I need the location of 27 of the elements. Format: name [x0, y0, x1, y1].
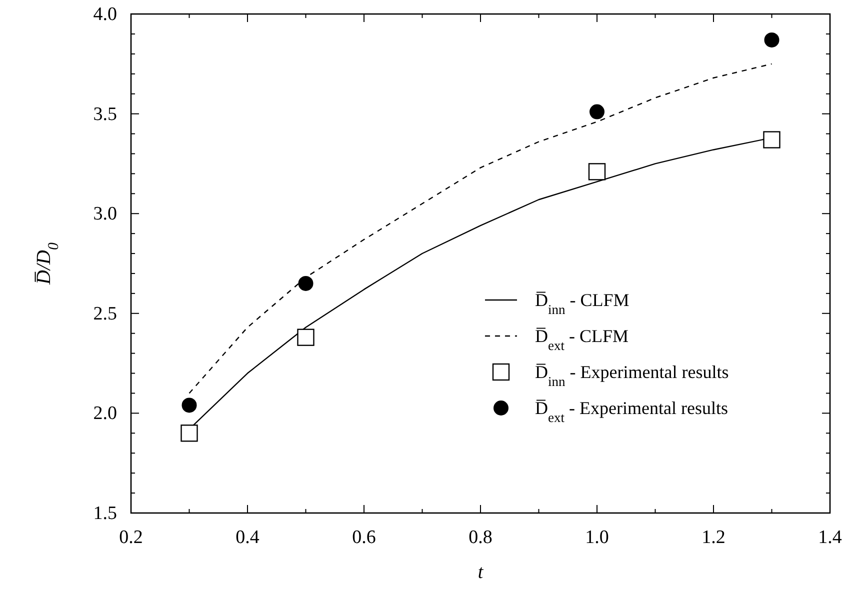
point	[182, 398, 197, 413]
y-tick-label: 1.5	[93, 503, 117, 524]
y-tick-label: 3.5	[93, 104, 117, 125]
legend-label: D̅$_{inn}$ - Experimental results	[535, 362, 729, 388]
x-axis-title: t	[478, 562, 484, 583]
point	[180, 424, 198, 442]
x-tick-label: 0.8	[468, 527, 492, 548]
x-tick-label: 0.6	[352, 527, 376, 548]
y-tick-label: 4.0	[93, 4, 117, 25]
legend-label: D̅$_{ext}$ - CLFM	[535, 326, 629, 352]
y-tick-label: 2.5	[93, 303, 117, 324]
line-series	[188, 63, 772, 394]
point	[590, 104, 604, 120]
y-tick-label: 2.0	[93, 403, 117, 424]
x-tick-label: 0.4	[236, 527, 260, 548]
x-tick-label: 1.4	[818, 527, 842, 548]
point	[763, 131, 780, 148]
point	[588, 163, 606, 180]
point	[764, 32, 780, 48]
x-tick-label: 1.0	[585, 527, 609, 548]
legend-label: D̅$_{inn}$ - CLFM	[535, 290, 630, 316]
y-tick-label: 3.0	[93, 204, 117, 225]
legend-label: D̅$_{ext}$ - Experimental results	[535, 398, 728, 424]
point	[298, 276, 314, 291]
x-tick-label: 1.2	[702, 527, 726, 548]
x-tick-label: 0.2	[119, 527, 143, 548]
point	[297, 328, 314, 346]
